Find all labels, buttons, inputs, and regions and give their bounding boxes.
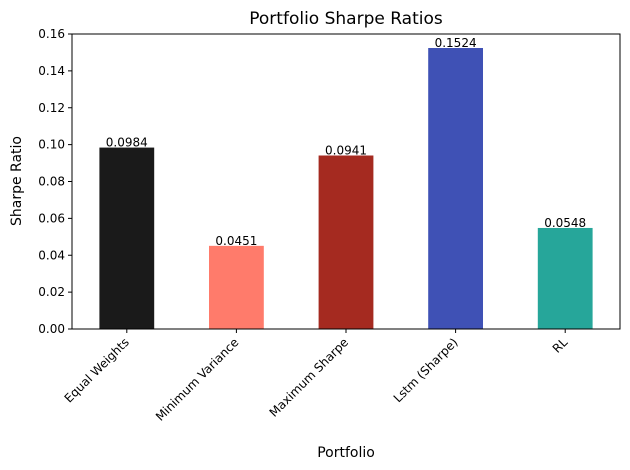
- bar-value-label: 0.1524: [435, 36, 477, 50]
- chart-title: Portfolio Sharpe Ratios: [249, 9, 443, 29]
- bar: [209, 245, 264, 329]
- bar-value-label: 0.0451: [215, 234, 257, 248]
- y-axis-label: Sharpe Ratio: [9, 136, 25, 226]
- x-tick-label: RL: [550, 335, 571, 356]
- x-axis-label: Portfolio: [317, 445, 375, 461]
- axes-frame: [71, 33, 621, 330]
- x-tick-label: Maximum Sharpe: [267, 335, 351, 419]
- y-tick-label: 0.04: [38, 248, 65, 262]
- y-tick-label: 0.06: [38, 211, 65, 225]
- y-tick-label: 0.00: [38, 322, 65, 336]
- x-tick-label: Equal Weights: [62, 335, 132, 405]
- bar-value-label: 0.0548: [544, 216, 586, 230]
- bar-value-label: 0.0941: [325, 144, 367, 158]
- bar: [428, 48, 483, 329]
- y-tick-label: 0.08: [38, 175, 65, 189]
- bar: [318, 155, 374, 329]
- bar-value-label: 0.0984: [106, 136, 148, 150]
- y-tick-label: 0.14: [38, 64, 65, 78]
- plot-area: 0.00 0.02 0.04 0.06 0.08 0.10 0.12 0.14 0.16 0.09…: [38, 27, 621, 424]
- y-tick-label: 0.02: [38, 285, 65, 299]
- bar: [99, 147, 155, 329]
- bar: [537, 227, 593, 329]
- x-tick-label: Lstm (Sharpe): [391, 335, 461, 405]
- y-tick-label: 0.16: [38, 27, 65, 41]
- y-tick-label: 0.10: [38, 138, 65, 152]
- y-tick-label: 0.12: [38, 101, 65, 115]
- x-tick-label: Minimum Variance: [153, 335, 242, 424]
